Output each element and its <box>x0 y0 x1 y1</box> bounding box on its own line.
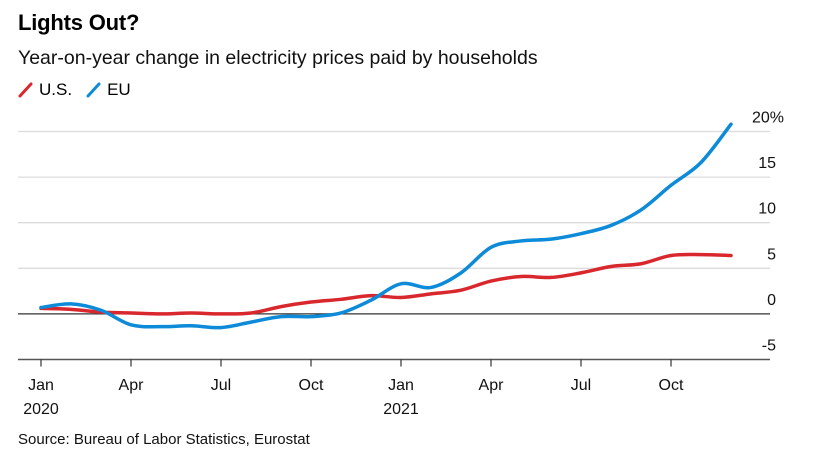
series-lines <box>39 122 733 330</box>
x-tick-label: Oct <box>299 377 324 394</box>
source-note: Source: Bureau of Labor Statistics, Euro… <box>18 431 310 448</box>
y-tick-label: 5 <box>767 246 776 263</box>
slash-line-icon <box>18 82 33 98</box>
y-tick-label: 10 <box>758 201 776 218</box>
x-tick-label: Jan <box>388 377 414 394</box>
legend-item-eu: EU <box>86 80 131 100</box>
chart-title: Lights Out? <box>18 10 140 35</box>
gridlines <box>18 130 770 361</box>
legend-label-eu: EU <box>107 80 131 99</box>
x-tick-year-label: 2021 <box>383 401 419 418</box>
y-tick-label: 0 <box>767 292 776 309</box>
slash-line-icon <box>86 82 101 98</box>
x-tick-label: Jul <box>211 377 231 394</box>
legend-item-us: U.S. <box>18 80 72 100</box>
x-tick-label: Apr <box>479 377 505 394</box>
legend: U.S. EU <box>18 80 145 100</box>
x-tick-label: Jul <box>571 377 591 394</box>
chart-subtitle: Year-on-year change in electricity price… <box>18 47 538 69</box>
y-tick-label: -5 <box>762 338 776 355</box>
y-tick-label: 20% <box>752 110 784 127</box>
series-line-eu <box>39 122 733 330</box>
x-tick-label: Apr <box>119 377 145 394</box>
series-line-us <box>39 252 733 316</box>
legend-label-us: U.S. <box>39 80 73 99</box>
y-axis-ticks: 20% 15 10 5 0 -5 <box>752 110 784 355</box>
x-axis: Jan 2020 Apr Jul Oct Jan 2021 Apr Jul Oct <box>23 359 684 418</box>
y-tick-label: 15 <box>758 155 776 172</box>
x-tick-year-label: 2020 <box>23 401 59 418</box>
x-tick-label: Oct <box>659 377 684 394</box>
x-tick-label: Jan <box>28 377 54 394</box>
